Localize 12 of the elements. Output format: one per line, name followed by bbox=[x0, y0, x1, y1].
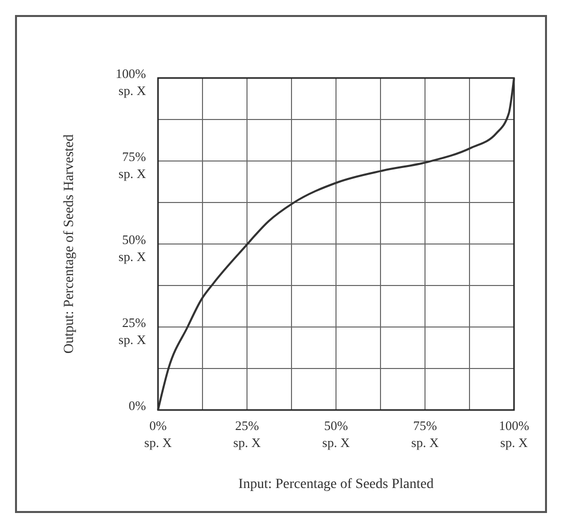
x-tick-label: 100% sp. X bbox=[498, 418, 530, 450]
y-tick-label: 50% sp. X bbox=[118, 232, 147, 264]
y-tick-label: 25% sp. X bbox=[118, 315, 147, 347]
x-tick-label: 0% sp. X bbox=[144, 418, 172, 450]
y-tick-label: 0% bbox=[128, 398, 146, 413]
y-tick-label: 75% sp. X bbox=[118, 149, 147, 181]
x-axis-title: Input: Percentage of Seeds Planted bbox=[238, 477, 434, 492]
x-tick-label: 75% sp. X bbox=[411, 418, 440, 450]
y-tick-label: 100% sp. X bbox=[116, 66, 147, 98]
y-axis-title: Output: Percentage of Seeds Harvested bbox=[62, 134, 77, 354]
x-tick-label: 50% sp. X bbox=[322, 418, 350, 450]
x-tick-label: 25% sp. X bbox=[233, 418, 262, 450]
